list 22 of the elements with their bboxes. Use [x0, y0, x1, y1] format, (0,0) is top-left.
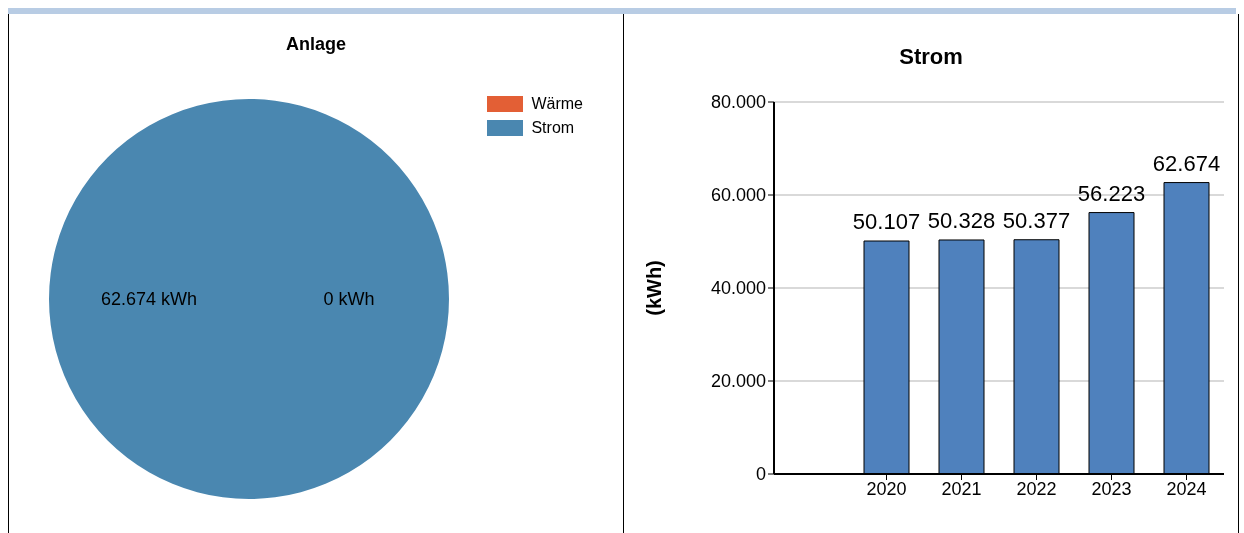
- x-tick-label: 2023: [1091, 478, 1132, 499]
- x-tick-label: 2024: [1166, 478, 1207, 499]
- chart-title: Anlage: [285, 34, 347, 55]
- legend-label: Wärme: [531, 95, 583, 113]
- x-tick-label: 2020: [866, 478, 907, 499]
- data-label: 62.674 kWh: [100, 289, 198, 309]
- data-label: 56.223: [1077, 180, 1146, 206]
- legend-label: Strom: [531, 119, 575, 137]
- x-tick-label: 2021: [941, 478, 982, 499]
- data-label: 50.328: [927, 207, 996, 233]
- data-label: 62.674: [1152, 150, 1221, 176]
- y-tick-label: 20.000: [710, 371, 766, 392]
- text: 0 kWh: [323, 289, 375, 309]
- x-tick-label: 2022: [1016, 478, 1057, 499]
- data-label: 50.107: [852, 209, 921, 234]
- data-label: 50.377: [1002, 207, 1071, 233]
- chart-title: Strom: [898, 44, 964, 70]
- y-tick-label: 40.000: [710, 278, 766, 299]
- y-tick-label: 60.000: [710, 185, 766, 206]
- y-tick-label: 80.000: [710, 92, 766, 113]
- y-axis-title: (kWh): [643, 260, 666, 316]
- y-tick-label: 0: [755, 464, 766, 485]
